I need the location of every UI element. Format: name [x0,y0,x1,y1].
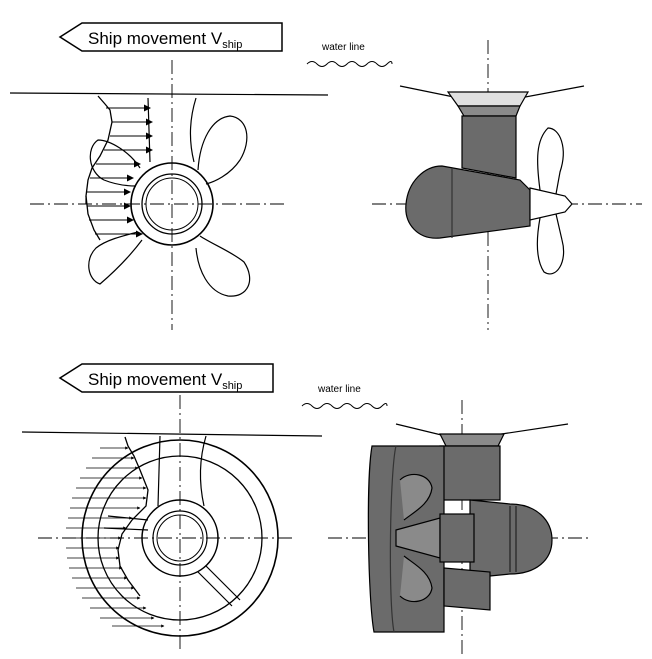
pod-propeller-blade [537,127,564,195]
bottom-water-line-label: water line [317,384,361,395]
pod-body [405,165,531,239]
propeller-blade [195,235,251,297]
top-water-line-label: water line [321,42,365,53]
bottom-banner-subscript: ship [222,380,242,392]
wake-profile [117,436,149,597]
bottom-water-line: water line [301,384,388,409]
top-water-line: water line [306,42,393,67]
bottom-hull-section [21,395,323,650]
propeller-blade [88,231,143,285]
top-pod [372,40,642,330]
top-banner-subscript: ship [222,39,242,51]
pod-body [469,499,553,579]
top-banner-label: Ship movement V [88,29,223,48]
bottom-banner: Ship movement Vship [58,363,274,393]
top-hull-section [9,60,329,330]
top-wake-arrows [87,104,153,238]
wake-profile [85,95,113,241]
propeller-blade [89,139,141,187]
top-banner: Ship movement Vship [58,22,283,52]
bottom-banner-label: Ship movement V [88,370,223,389]
svg-text:Ship movement Vship: Ship movement Vship [88,370,242,392]
propeller-blade [197,115,248,185]
svg-text:Ship movement Vship: Ship movement Vship [88,29,242,51]
bottom-wake-hatch [66,446,165,628]
bottom-pod [328,400,592,655]
pod-propeller-blade [536,213,565,275]
